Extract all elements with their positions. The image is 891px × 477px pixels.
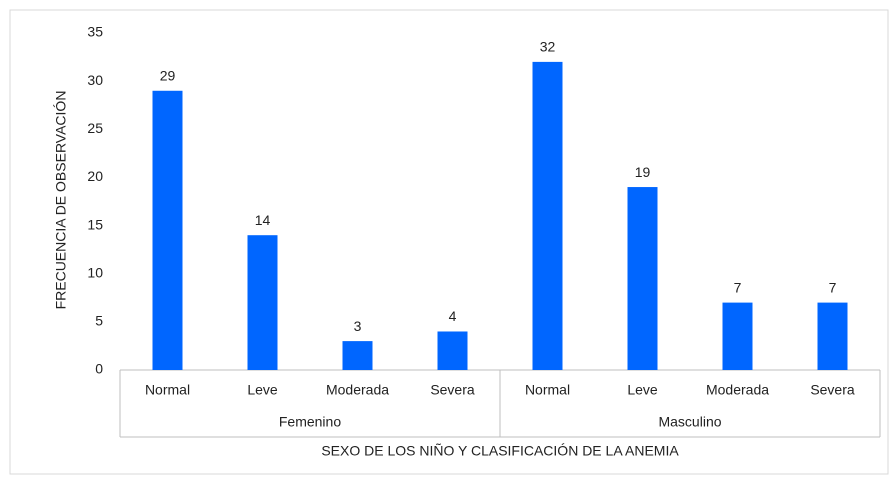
bar [627, 187, 658, 370]
y-tick-label: 25 [87, 120, 103, 136]
data-label: 7 [734, 279, 742, 295]
chart-frame [9, 9, 889, 475]
x-tick-label: Severa [810, 382, 855, 398]
bar [437, 331, 468, 370]
bar [152, 90, 183, 371]
y-tick-label: 5 [95, 313, 103, 329]
x-tick-label: Leve [627, 382, 658, 398]
data-label: 3 [354, 318, 362, 334]
x-tick-label: Leve [247, 382, 278, 398]
y-tick-label: 10 [87, 264, 103, 280]
data-label: 14 [255, 212, 271, 228]
bar [247, 235, 278, 370]
y-axis-title: FRECUENCIA DE OBSERVACIÓN [53, 91, 69, 310]
group-label: Femenino [279, 414, 341, 430]
group-label: Masculino [658, 414, 721, 430]
y-tick-label: 30 [87, 72, 103, 88]
data-label: 4 [449, 308, 457, 324]
x-tick-label: Severa [430, 382, 475, 398]
data-label: 19 [635, 164, 651, 180]
bar [532, 61, 563, 371]
y-tick-label: 20 [87, 168, 103, 184]
x-tick-label: Moderada [326, 382, 389, 398]
bar [722, 302, 753, 370]
data-label: 7 [829, 279, 837, 295]
data-label: 29 [160, 67, 176, 83]
x-tick-label: Moderada [706, 382, 769, 398]
y-tick-label: 15 [87, 216, 103, 232]
x-tick-label: Normal [525, 382, 570, 398]
x-axis-title: SEXO DE LOS NIÑO Y CLASIFICACIÓN DE LA A… [321, 443, 679, 459]
data-label: 32 [540, 39, 556, 55]
y-tick-label: 0 [95, 361, 103, 377]
bar [342, 341, 373, 370]
bar [817, 302, 848, 370]
x-tick-label: Normal [145, 382, 190, 398]
y-tick-label: 35 [87, 24, 103, 40]
